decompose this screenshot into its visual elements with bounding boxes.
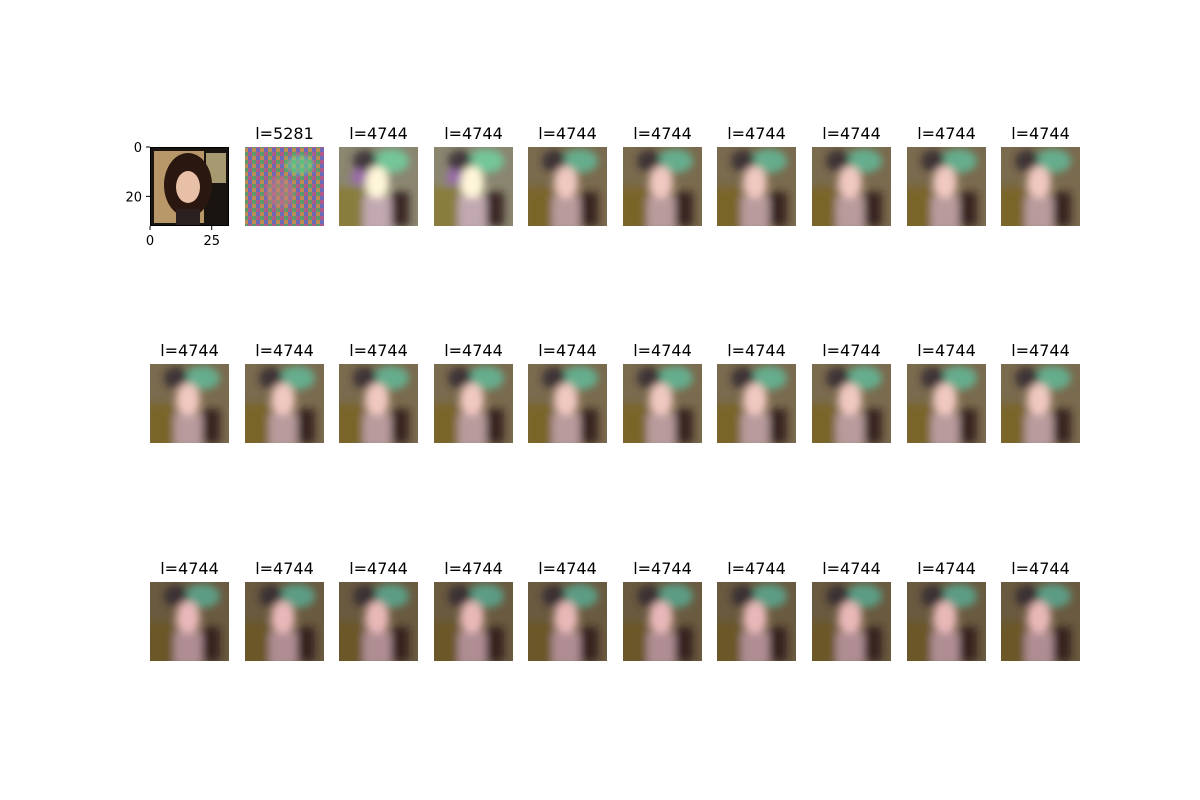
panel-title: l=4744 xyxy=(917,341,976,360)
generated-image-panel: l=4744 xyxy=(1001,124,1080,226)
x-tick-label: 25 xyxy=(203,234,220,249)
generated-image-panel: l=4744 xyxy=(528,124,607,226)
generated-image-panel: l=4744 xyxy=(623,341,702,443)
panel-title: l=4744 xyxy=(917,124,976,143)
generated-image-panel: l=4744 xyxy=(434,124,513,226)
panel-title: l=4744 xyxy=(822,559,881,578)
generated-image-panel: l=4744 xyxy=(717,559,796,661)
panel-title: l=4744 xyxy=(255,341,314,360)
generated-image-panel: l=4744 xyxy=(339,124,418,226)
panel-title: l=4744 xyxy=(444,124,503,143)
generated-image-panel: l=4744 xyxy=(245,559,324,661)
panel-title: l=4744 xyxy=(822,124,881,143)
reference-image-panel: 0 25 0 20 xyxy=(125,141,229,249)
generated-image-panel: l=4744 xyxy=(150,341,229,443)
generated-image-panel: l=4744 xyxy=(907,559,986,661)
y-tick-label: 0 xyxy=(134,141,142,156)
generated-image-panel: l=4744 xyxy=(1001,559,1080,661)
panel-title: l=4744 xyxy=(444,341,503,360)
panel-title: l=4744 xyxy=(727,124,786,143)
generated-image-panel: l=4744 xyxy=(245,341,324,443)
generated-image-panel: l=4744 xyxy=(717,341,796,443)
panel-title: l=5281 xyxy=(255,124,314,143)
panel-title: l=4744 xyxy=(349,124,408,143)
panel-title: l=4744 xyxy=(538,559,597,578)
panel-title: l=4744 xyxy=(255,559,314,578)
panel-title: l=4744 xyxy=(633,341,692,360)
generated-image-panel: l=4744 xyxy=(907,341,986,443)
generated-image-panel: l=4744 xyxy=(623,124,702,226)
panel-title: l=4744 xyxy=(917,559,976,578)
generated-image-panel: l=4744 xyxy=(812,559,891,661)
generated-image-panel: l=4744 xyxy=(528,341,607,443)
generated-image-panel: l=5281 xyxy=(245,124,324,226)
generated-image-panel: l=4744 xyxy=(717,124,796,226)
generated-image-panel: l=4744 xyxy=(339,341,418,443)
panel-title: l=4744 xyxy=(1011,341,1070,360)
panel-title: l=4744 xyxy=(822,341,881,360)
x-tick-label: 0 xyxy=(146,234,154,249)
generated-image-panel: l=4744 xyxy=(1001,341,1080,443)
panel-title: l=4744 xyxy=(349,559,408,578)
generated-image-panel: l=4744 xyxy=(812,341,891,443)
panel-title: l=4744 xyxy=(727,341,786,360)
panel-title: l=4744 xyxy=(633,124,692,143)
generated-image-panel: l=4744 xyxy=(434,341,513,443)
panel-title: l=4744 xyxy=(444,559,503,578)
generated-image-panel: l=4744 xyxy=(528,559,607,661)
panel-title: l=4744 xyxy=(1011,559,1070,578)
generated-image-panel: l=4744 xyxy=(150,559,229,661)
panel-title: l=4744 xyxy=(160,341,219,360)
generated-image-panel: l=4744 xyxy=(434,559,513,661)
panel-title: l=4744 xyxy=(1011,124,1070,143)
y-tick-label: 20 xyxy=(125,190,142,205)
panel-title: l=4744 xyxy=(160,559,219,578)
panel-title: l=4744 xyxy=(633,559,692,578)
panel-title: l=4744 xyxy=(727,559,786,578)
panel-title: l=4744 xyxy=(349,341,408,360)
generated-image-panel: l=4744 xyxy=(907,124,986,226)
panel-title: l=4744 xyxy=(538,124,597,143)
panel-title: l=4744 xyxy=(538,341,597,360)
generated-image-panel: l=4744 xyxy=(623,559,702,661)
generated-image-panel: l=4744 xyxy=(339,559,418,661)
generated-image-panel: l=4744 xyxy=(812,124,891,226)
